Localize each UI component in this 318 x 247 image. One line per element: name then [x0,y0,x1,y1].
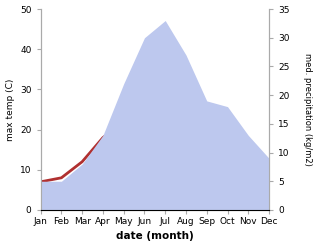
Y-axis label: med. precipitation (kg/m2): med. precipitation (kg/m2) [303,53,313,166]
X-axis label: date (month): date (month) [116,231,194,242]
Y-axis label: max temp (C): max temp (C) [5,78,15,141]
